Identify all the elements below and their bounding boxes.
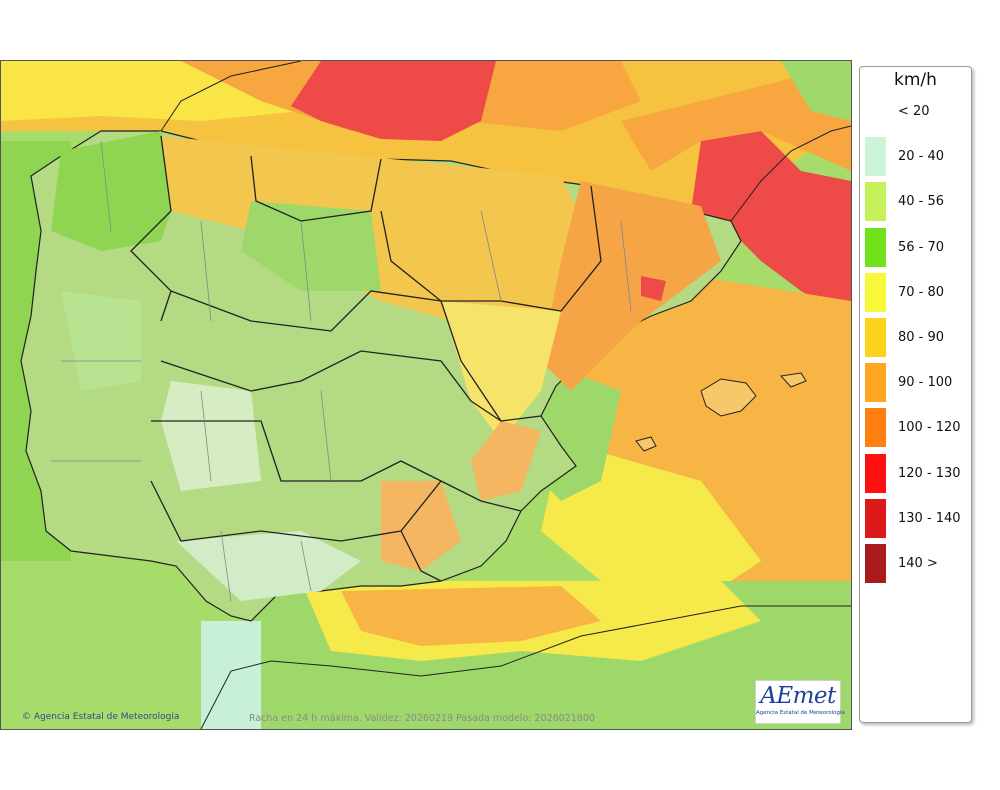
- field-morocco-calm: [201, 621, 261, 729]
- field-catalonia-orange: [541, 181, 721, 391]
- field-northeast-orange: [621, 61, 851, 171]
- map-canvas: [1, 61, 851, 729]
- legend-item: < 20: [860, 92, 971, 147]
- color-legend: km/h < 20 20 - 40 40 - 56 56 - 70 70 - 8…: [859, 66, 972, 723]
- aemet-logo: AEmet Agencia Estatal de Meteorología: [755, 680, 845, 724]
- field-alboran-orange: [341, 586, 601, 646]
- legend-item: 20 - 40: [860, 137, 971, 192]
- menorca-island: [780, 372, 807, 388]
- france-coastline: [160, 61, 302, 132]
- legend-label: 100 - 120: [898, 420, 961, 436]
- legend-label: 120 - 130: [898, 465, 961, 481]
- field-iberian-yellow: [441, 301, 561, 441]
- map-caption: Racha en 24 h máxima. Validez: 20260219 …: [249, 713, 595, 724]
- legend-label: 70 - 80: [898, 284, 945, 300]
- logo-wordmark: AEmet: [760, 683, 836, 709]
- legend-label: 20 - 40: [898, 149, 945, 165]
- field-iberian-orange: [471, 421, 541, 501]
- legend-swatch: [865, 137, 886, 177]
- legend-swatch: [865, 92, 886, 131]
- province-borders: [51, 140, 632, 602]
- field-castilla-green: [241, 201, 381, 291]
- legend-item: 40 - 56: [860, 182, 971, 237]
- legend-swatch: [865, 498, 886, 538]
- legend-item: 70 - 80: [860, 272, 971, 328]
- mallorca-island: [700, 378, 757, 417]
- legend-item: 140 >: [860, 543, 971, 599]
- legend-label: 40 - 56: [898, 194, 945, 210]
- field-extremadura-calm: [161, 381, 261, 491]
- field-lion-red: [691, 131, 851, 321]
- france-south-coastline: [730, 125, 851, 222]
- legend-swatch: [865, 453, 886, 493]
- legend-label: 56 - 70: [898, 239, 945, 255]
- legend-item: 80 - 90: [860, 317, 971, 373]
- field-betic-orange: [381, 481, 461, 571]
- legend-label: 130 - 140: [898, 510, 961, 526]
- legend-item: 56 - 70: [860, 227, 971, 283]
- legend-swatch: [865, 408, 886, 448]
- legend-swatch: [865, 317, 886, 357]
- legend-swatch: [865, 363, 886, 403]
- legend-label: 80 - 90: [898, 329, 945, 345]
- legend-label: < 20: [898, 104, 930, 119]
- field-andalucia-calm: [176, 531, 361, 601]
- legend-swatch: [865, 543, 886, 583]
- field-portugal: [61, 291, 141, 391]
- legend-unit: km/h: [894, 70, 937, 90]
- copyright-icon: ©: [22, 712, 31, 722]
- legend-label: 90 - 100: [898, 375, 953, 391]
- logo-subtext: Agencia Estatal de Meteorología: [756, 710, 845, 716]
- wind-gust-map: [0, 60, 852, 730]
- legend-item: 90 - 100: [860, 363, 971, 418]
- legend-swatch: [865, 182, 886, 222]
- legend-label: 140 >: [898, 555, 938, 571]
- field-ebro-red: [641, 276, 666, 301]
- legend-swatch: [865, 227, 886, 267]
- legend-item: 100 - 120: [860, 408, 971, 463]
- legend-item: 130 - 140: [860, 498, 971, 554]
- field-north-mountains: [161, 136, 601, 341]
- field-galicia: [51, 131, 181, 251]
- legend-item: 120 - 130: [860, 453, 971, 509]
- legend-swatch: [865, 272, 886, 312]
- field-northeast-green: [781, 61, 851, 121]
- field-biscay-red: [291, 61, 496, 141]
- ibiza-island: [635, 436, 657, 452]
- credit-text: Agencia Estatal de Meteorología: [33, 712, 180, 722]
- legend-list: < 20 20 - 40 40 - 56 56 - 70 70 - 80 80 …: [860, 92, 971, 599]
- africa-coastline: [200, 605, 851, 729]
- copyright-credit: © Agencia Estatal de Meteorología: [22, 712, 179, 722]
